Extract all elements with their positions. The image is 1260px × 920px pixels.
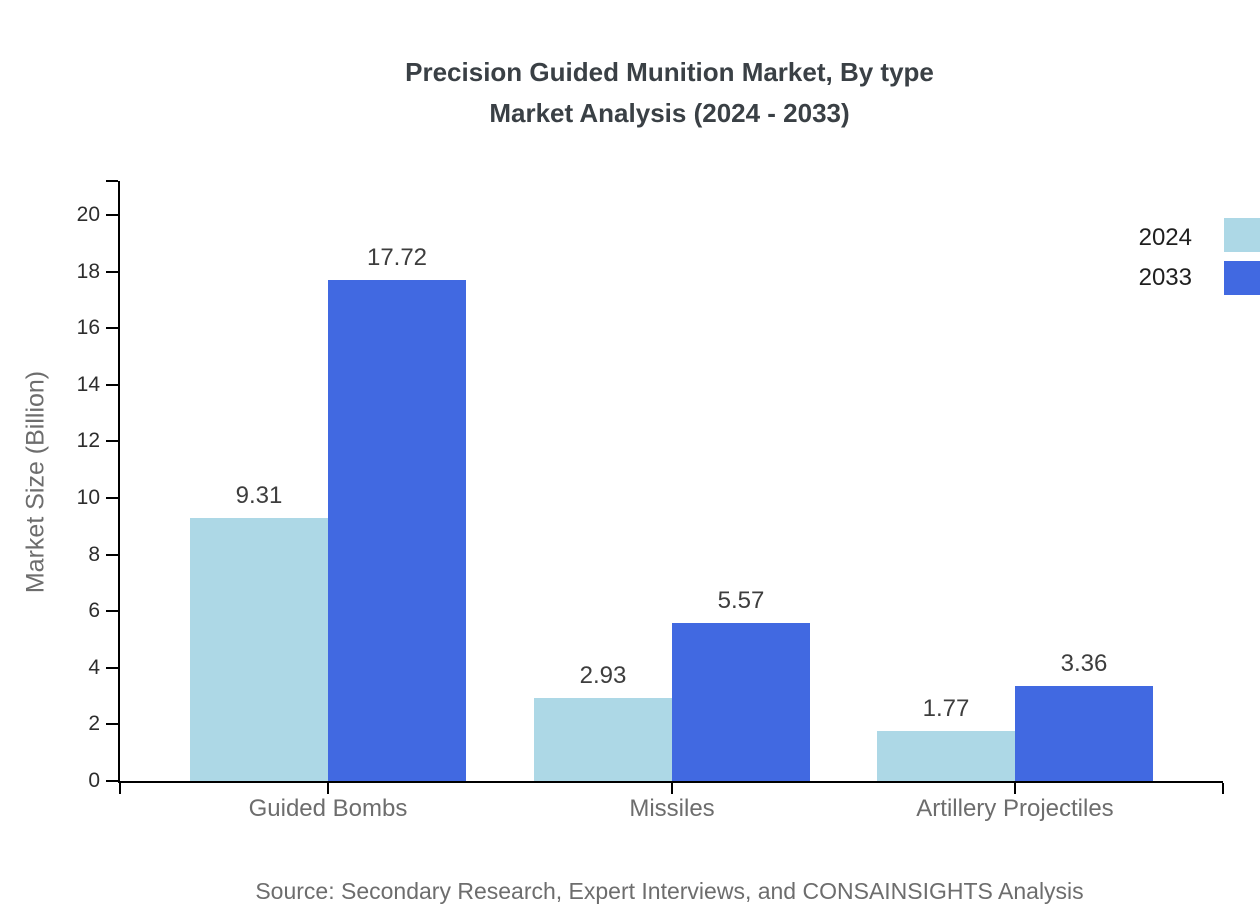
y-axis-tick-label: 4 xyxy=(88,655,100,679)
x-axis-tick xyxy=(327,783,329,794)
y-axis-tick-label: 6 xyxy=(88,599,100,623)
chart-title-line1: Precision Guided Munition Market, By typ… xyxy=(405,57,934,87)
y-axis-tick xyxy=(106,780,118,782)
y-axis-tick-label: 16 xyxy=(76,316,100,340)
category-label-missiles: Missiles xyxy=(629,795,715,822)
source-attribution: Source: Secondary Research, Expert Inter… xyxy=(255,878,1084,904)
bar-2033-missiles xyxy=(672,623,810,781)
y-axis-tick-label: 14 xyxy=(76,372,100,396)
bar-value-label-2033-missiles: 5.57 xyxy=(717,587,765,615)
y-axis-tick xyxy=(106,666,118,669)
legend-item-2033: 2033 xyxy=(1139,258,1260,298)
y-axis-tick-label: 12 xyxy=(76,429,100,453)
x-axis-tick xyxy=(671,783,673,794)
legend-swatch-2024 xyxy=(1224,218,1260,252)
y-axis-tick-label: 8 xyxy=(88,542,100,566)
category-label-artillery-projectiles: Artillery Projectiles xyxy=(916,795,1114,822)
bar-value-label-2024-missiles: 2.93 xyxy=(579,662,627,690)
bar-2024-guided-bombs xyxy=(190,517,328,781)
bar-value-label-2033-artillery-projectiles: 3.36 xyxy=(1060,649,1108,677)
y-axis-tick xyxy=(106,610,118,613)
bar-value-label-2024-artillery-projectiles: 1.77 xyxy=(922,694,970,722)
y-axis-tick xyxy=(106,497,118,499)
chart-title-line2: Market Analysis (2024 - 2033) xyxy=(489,98,850,128)
x-axis-end-tick-left xyxy=(119,783,121,794)
bar-value-label-2024-guided-bombs: 9.31 xyxy=(235,481,283,509)
bar-2033-guided-bombs xyxy=(328,279,466,781)
legend-label-2024: 2024 xyxy=(1138,224,1192,251)
y-axis-tick xyxy=(106,327,118,330)
y-axis-end-tick xyxy=(106,180,118,182)
bar-2033-artillery-projectiles xyxy=(1015,685,1153,781)
bar-2024-artillery-projectiles xyxy=(877,730,1015,781)
legend-item-2024: 2024 xyxy=(1139,218,1260,258)
category-label-guided-bombs: Guided Bombs xyxy=(248,795,408,822)
legend: 2024 2033 xyxy=(1139,218,1260,298)
plot-area: 0 2 4 6 8 10 12 14 16 18 20 9.31 17.72 Guided Bombs 2.… xyxy=(77,180,1224,822)
legend-swatch-2033 xyxy=(1224,261,1260,295)
x-axis-tick xyxy=(1014,783,1016,794)
y-axis-tick-label: 10 xyxy=(76,486,100,509)
y-axis-tick-label: 18 xyxy=(76,259,100,283)
y-axis-tick xyxy=(106,440,118,443)
bar-value-label-2033-guided-bombs: 17.72 xyxy=(366,243,428,271)
legend-label-2033: 2033 xyxy=(1138,264,1192,291)
y-axis-tick xyxy=(106,383,118,386)
y-axis-tick xyxy=(106,214,118,216)
y-axis-tick-label: 2 xyxy=(88,712,100,736)
y-axis-title: Market Size (Billion) xyxy=(21,370,50,594)
y-axis-tick xyxy=(106,553,118,556)
y-axis-tick-label: 20 xyxy=(76,203,100,226)
bar-2024-missiles xyxy=(534,698,672,781)
y-axis-tick-label: 0 xyxy=(88,769,100,792)
y-axis-tick xyxy=(106,723,118,726)
x-axis-end-tick-right xyxy=(1222,783,1224,794)
y-axis-tick xyxy=(106,270,118,273)
chart-title: Precision Guided Munition Market, By typ… xyxy=(118,52,1221,134)
